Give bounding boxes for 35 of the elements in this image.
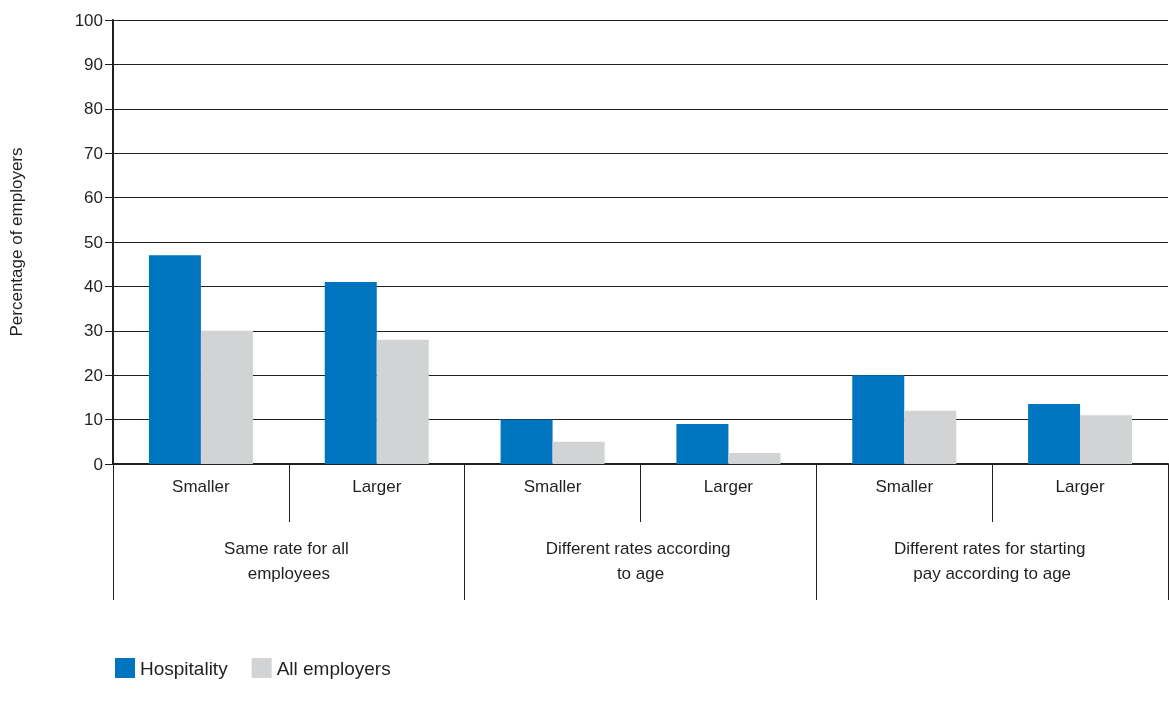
text: Same rate for all employees xyxy=(224,539,354,583)
y-tick-label: 90 xyxy=(84,54,103,74)
bar xyxy=(552,441,605,464)
y-tick-label: 100 xyxy=(74,10,103,30)
y-tick-label: 0 xyxy=(93,454,103,474)
x-tick-label: Smaller xyxy=(875,477,934,496)
y-axis-title: Percentage of employers xyxy=(7,147,26,337)
bar xyxy=(376,339,429,464)
bar xyxy=(500,419,553,464)
bar xyxy=(1080,415,1133,464)
bar xyxy=(904,410,957,464)
bar xyxy=(200,330,253,464)
bar xyxy=(324,281,377,464)
y-tick-label: 70 xyxy=(84,143,103,163)
y-tick-label: 20 xyxy=(84,365,103,385)
x-tick-label: Smaller xyxy=(172,477,231,496)
y-tick-label: 60 xyxy=(84,188,103,208)
bar xyxy=(852,375,905,464)
legend-label: All employers xyxy=(276,657,391,679)
y-tick-label: 40 xyxy=(84,276,103,296)
y-tick-label: 30 xyxy=(84,321,103,341)
bar xyxy=(148,255,201,464)
bar xyxy=(676,424,729,464)
text: Different rates for starting pay according to age xyxy=(894,539,1091,583)
x-tick-label: Smaller xyxy=(523,477,582,496)
legend-label: Hospitality xyxy=(140,657,229,679)
text: Different rates according to age xyxy=(545,539,736,583)
x-tick-label: Larger xyxy=(703,477,754,496)
bar xyxy=(1028,404,1081,464)
y-tick-label: 80 xyxy=(84,99,103,119)
y-tick-label: 10 xyxy=(84,410,103,430)
x-tick-label: Larger xyxy=(1055,477,1105,496)
x-tick-label: Larger xyxy=(352,477,402,496)
bar xyxy=(728,452,781,464)
y-tick-label: 50 xyxy=(84,232,103,252)
